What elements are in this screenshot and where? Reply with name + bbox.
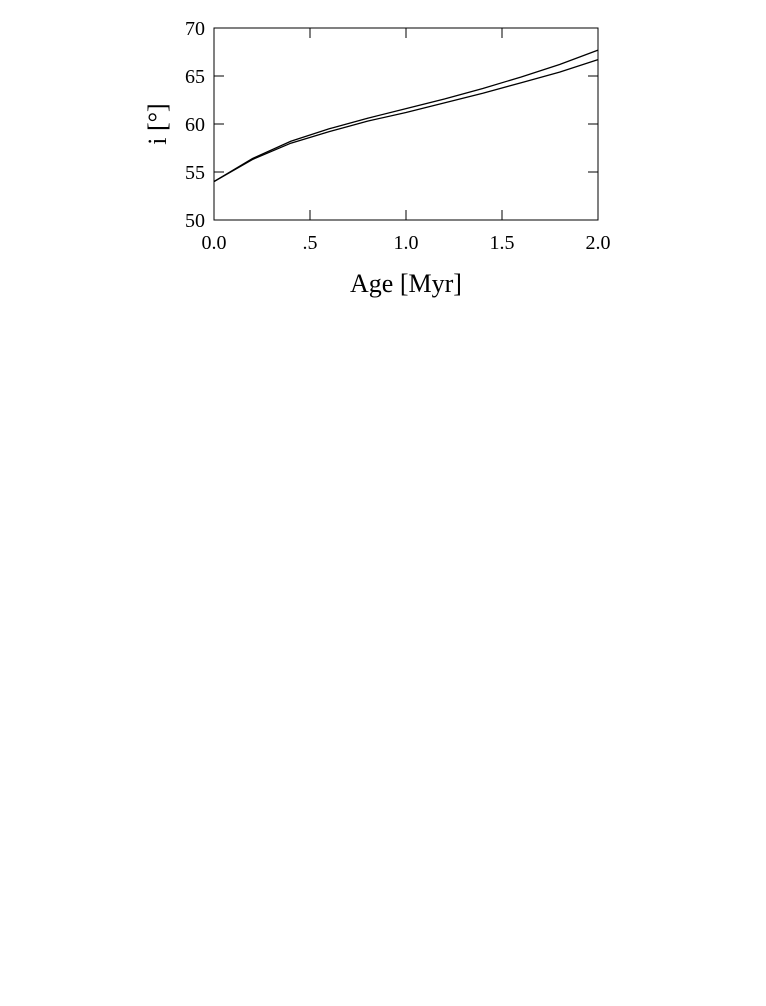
plot-frame — [213, 27, 599, 221]
series-line — [213, 49, 599, 183]
series-line — [213, 59, 599, 183]
y-tick-label: 55 — [185, 162, 205, 184]
x-tick-label: 0.0 — [202, 232, 227, 254]
x-tick-label: 1.0 — [394, 232, 419, 254]
x-tick-label: 1.5 — [490, 232, 515, 254]
x-tick-label: 2.0 — [586, 232, 611, 254]
y-axis-label: i [°] — [143, 103, 172, 144]
y-tick-label: 60 — [185, 114, 205, 136]
y-tick-label: 70 — [185, 18, 205, 40]
y-tick-label: 65 — [185, 66, 205, 88]
y-tick-label: 50 — [185, 210, 205, 232]
x-axis-label: Age [Myr] — [350, 269, 462, 298]
x-tick-label: .5 — [303, 232, 318, 254]
